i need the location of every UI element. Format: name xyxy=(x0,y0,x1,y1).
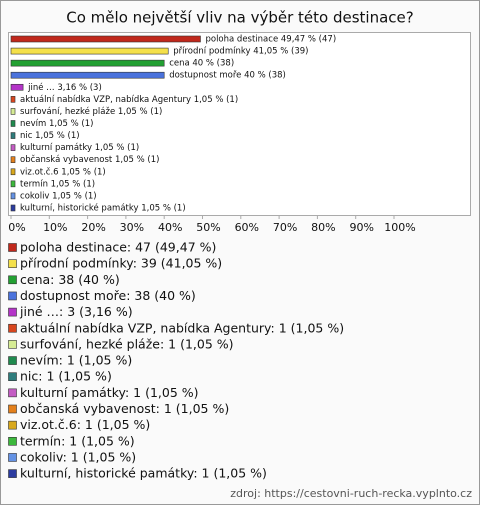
legend-swatch xyxy=(8,420,17,430)
value-label: cokoliv 1,05 % (1) xyxy=(20,191,97,201)
value-label: dostupnost moře 40 % (38) xyxy=(169,71,286,81)
legend-label: aktuální nabídka VZP, nabídka Agentury: … xyxy=(20,320,344,335)
x-tick-label: 80% xyxy=(311,221,335,234)
legend-swatch xyxy=(8,469,17,478)
bar xyxy=(10,156,16,163)
x-tick-label: 60% xyxy=(235,221,259,234)
value-label: nic 1,05 % (1) xyxy=(20,131,80,141)
x-tick-label: 20% xyxy=(81,221,105,234)
bar xyxy=(10,144,16,151)
legend-label: dostupnost moře: 38 (40 %) xyxy=(20,288,196,303)
x-tick-label: 0% xyxy=(8,221,25,234)
bar xyxy=(10,180,16,188)
legend-swatch xyxy=(8,453,17,462)
bar xyxy=(10,47,169,55)
legend-label: viz.ot.č.6: 1 (1,05 %) xyxy=(20,417,150,432)
legend-swatch xyxy=(8,436,17,446)
legend-label: nevím: 1 (1,05 %) xyxy=(20,353,132,368)
bar xyxy=(10,108,16,115)
legend-swatch xyxy=(8,356,17,365)
bar xyxy=(10,59,165,67)
legend-label: cena: 38 (40 %) xyxy=(20,272,120,287)
value-label: přírodní podmínky 41,05 % (39) xyxy=(173,47,308,57)
value-label: nevím 1,05 % (1) xyxy=(20,119,93,129)
source: zdroj: https://cestovni-ruch-recka.vypln… xyxy=(230,487,472,500)
legend-label: cokoliv: 1 (1,05 %) xyxy=(20,449,136,464)
legend-label: poloha destinace: 47 (49,47 %) xyxy=(20,240,216,255)
bar xyxy=(10,192,16,200)
legend-swatch xyxy=(8,323,17,333)
value-label: viz.ot.č.6 1,05 % (1) xyxy=(20,166,106,177)
bar xyxy=(10,35,201,43)
value-label: poloha destinace 49,47 % (47) xyxy=(205,35,336,45)
legend-swatch xyxy=(8,275,17,285)
x-tick-label: 70% xyxy=(273,221,297,234)
legend-label: kulturní, historické památky: 1 (1,05 %) xyxy=(20,466,267,481)
x-tick-label: 10% xyxy=(43,221,67,234)
legend-swatch xyxy=(8,340,17,349)
legend-label: surfování, hezké pláže: 1 (1,05 %) xyxy=(20,336,234,351)
legend-swatch xyxy=(8,259,17,268)
legend-label: kulturní památky: 1 (1,05 %) xyxy=(20,385,199,400)
value-label: kulturní, historické památky 1,05 % (1) xyxy=(20,202,186,213)
bar xyxy=(10,96,16,103)
bar xyxy=(10,83,24,91)
bar xyxy=(10,120,16,127)
value-label: kulturní památky 1,05 % (1) xyxy=(20,143,139,153)
legend-label: občanská vybavenost: 1 (1,05 %) xyxy=(20,401,229,416)
legend-swatch xyxy=(8,307,17,317)
bar xyxy=(10,71,165,79)
legend-swatch xyxy=(8,372,17,382)
legend-label: termín: 1 (1,05 %) xyxy=(20,433,135,448)
legend-swatch xyxy=(8,388,17,398)
bar xyxy=(10,168,16,176)
value-label: termín 1,05 % (1) xyxy=(20,179,95,189)
x-tick-label: 100% xyxy=(384,221,415,234)
value-label: aktuální nabídka VZP, nabídka Agentury 1… xyxy=(20,95,238,105)
value-label: surfování, hezké pláže 1,05 % (1) xyxy=(20,106,162,117)
value-label: jiné … 3,16 % (3) xyxy=(27,82,102,93)
x-tick-label: 50% xyxy=(196,221,220,234)
legend-label: nic: 1 (1,05 %) xyxy=(20,369,112,384)
legend-swatch xyxy=(8,291,17,301)
value-label: občanská vybavenost 1,05 % (1) xyxy=(20,154,159,165)
legend-label: přírodní podmínky: 39 (41,05 %) xyxy=(20,256,222,271)
value-label: cena 40 % (38) xyxy=(169,59,234,69)
bar xyxy=(10,132,16,139)
x-tick-label: 40% xyxy=(158,221,182,234)
bar xyxy=(10,204,16,212)
x-tick-label: 30% xyxy=(120,221,144,234)
legend-swatch xyxy=(8,404,17,414)
legend-swatch xyxy=(8,243,17,252)
legend-label: jiné …: 3 (3,16 %) xyxy=(19,304,133,319)
chart-title: Co mělo největší vliv na výběr této dest… xyxy=(66,9,413,27)
x-tick-label: 90% xyxy=(349,221,373,234)
